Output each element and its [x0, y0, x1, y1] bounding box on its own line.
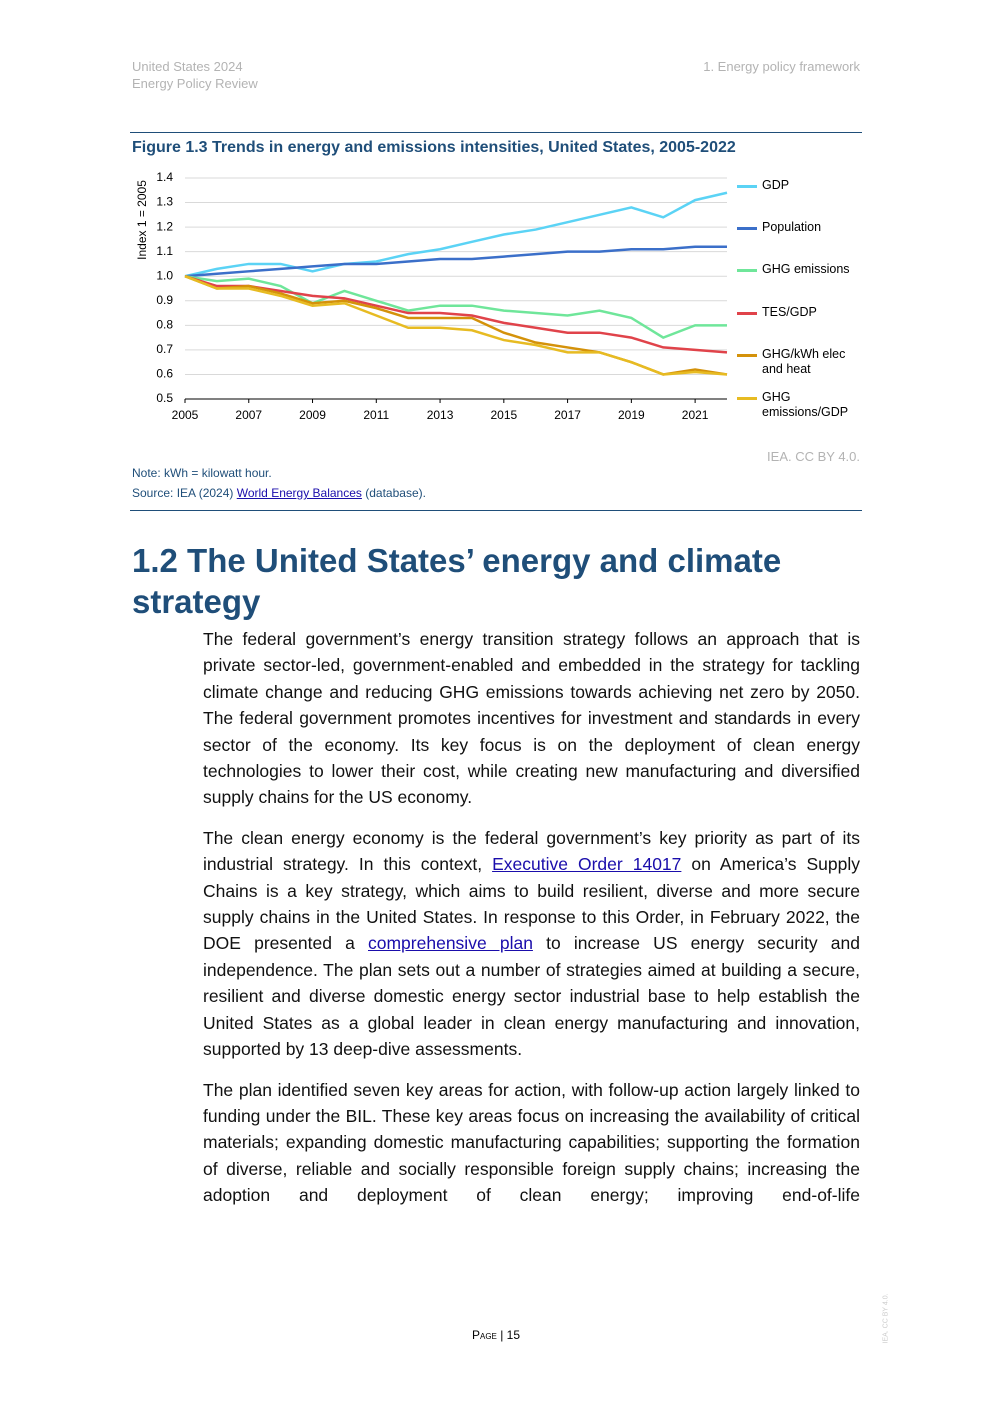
legend-label: TES/GDP [762, 305, 817, 319]
legend-label: GHG/kWh elec and heat [762, 347, 846, 376]
legend-entry: GHG emissions [737, 262, 862, 277]
section-body: The federal government’s energy transiti… [203, 626, 860, 1223]
x-tick-label: 2011 [363, 408, 389, 422]
legend-label: GHG emissions [762, 262, 850, 276]
y-tick-label: 1.0 [156, 268, 173, 282]
legend-entry: GDP [737, 178, 862, 193]
series-line [184, 191, 728, 278]
legend-swatch [737, 269, 757, 272]
paragraph: The clean energy economy is the federal … [203, 825, 860, 1063]
rule [130, 132, 862, 133]
chart: Index 1 = 2005 0.5 0.6 0.7 0.8 0.9 1.0 1.1 1.2 1… [135, 170, 728, 422]
y-tick-label: 1.2 [156, 219, 173, 233]
text: (database). [361, 486, 426, 500]
legend-swatch [737, 312, 757, 315]
legend-entry: GHG/kWh elec and heat [737, 347, 862, 377]
legend-swatch [737, 354, 757, 357]
y-tick-label: 1.4 [156, 170, 173, 184]
text: to increase US energy security and indep… [203, 933, 860, 1060]
header-left: United States 2024 Energy Policy Review [132, 58, 258, 92]
text: The clean energy economy is the federal … [203, 827, 860, 875]
x-tick-label: 2019 [618, 408, 645, 422]
text: The federal government’s energy transiti… [203, 629, 860, 808]
header-right: 1. Energy policy framework [703, 59, 860, 74]
series-line [184, 274, 727, 340]
link[interactable]: Executive Order 14017 [492, 854, 682, 875]
series-line [184, 275, 728, 354]
legend-label: Population [762, 220, 822, 234]
side-credit: IEA. CC BY 4.0. [882, 1293, 890, 1344]
series-line [184, 245, 727, 278]
y-tick-label: 1.1 [156, 244, 173, 258]
y-axis-label: Index 1 = 2005 [135, 180, 149, 260]
link[interactable]: comprehensive plan [368, 933, 533, 954]
figure-credit: IEA. CC BY 4.0. [767, 449, 860, 464]
legend-entry: GHG emissions/GDP [737, 390, 862, 420]
paragraph: The plan identified seven key areas for … [203, 1077, 860, 1209]
figure-source: Source: IEA (2024) World Energy Balances… [132, 486, 426, 500]
x-tick-label: 2007 [235, 408, 262, 422]
x-tick-label: 2009 [299, 408, 326, 422]
legend-entry: Population [737, 220, 862, 235]
x-tick-label: 2017 [554, 408, 581, 422]
text: on America’s Supply Chains is a key stra… [203, 854, 860, 954]
y-tick-label: 0.9 [156, 293, 173, 307]
series-line [184, 275, 728, 376]
text: The plan identified seven key areas for … [203, 1079, 860, 1206]
paragraph: The federal government’s energy transiti… [203, 626, 860, 811]
legend-label: GHG emissions/GDP [762, 390, 849, 419]
link[interactable]: World Energy Balances [236, 486, 362, 500]
legend-swatch [737, 397, 757, 400]
legend-swatch [737, 185, 757, 188]
y-tick-label: 1.3 [156, 195, 173, 209]
x-tick-label: 2021 [682, 408, 709, 422]
y-tick-label: 0.8 [156, 318, 173, 332]
rule [130, 510, 862, 511]
y-tick-label: 0.5 [156, 391, 173, 405]
text: Source: IEA (2024) [132, 486, 237, 500]
y-tick-label: 0.7 [156, 342, 173, 356]
legend-entry: TES/GDP [737, 305, 862, 320]
x-tick-label: 2005 [172, 408, 199, 422]
header-line: United States 2024 [132, 59, 243, 74]
x-tick-label: 2015 [490, 408, 517, 422]
y-tick-label: 0.6 [156, 367, 173, 381]
x-tick-label: 2013 [427, 408, 454, 422]
page-number: Page | 15 [471, 1328, 521, 1342]
header-line: Energy Policy Review [132, 76, 258, 91]
figure-note: Note: kWh = kilowatt hour. [132, 466, 272, 480]
section-heading: 1.2 The United States’ energy and climat… [132, 542, 782, 620]
legend-label: GDP [762, 178, 790, 192]
legend-swatch [737, 227, 757, 230]
figure-title: Figure 1.3 Trends in energy and emission… [132, 139, 736, 156]
